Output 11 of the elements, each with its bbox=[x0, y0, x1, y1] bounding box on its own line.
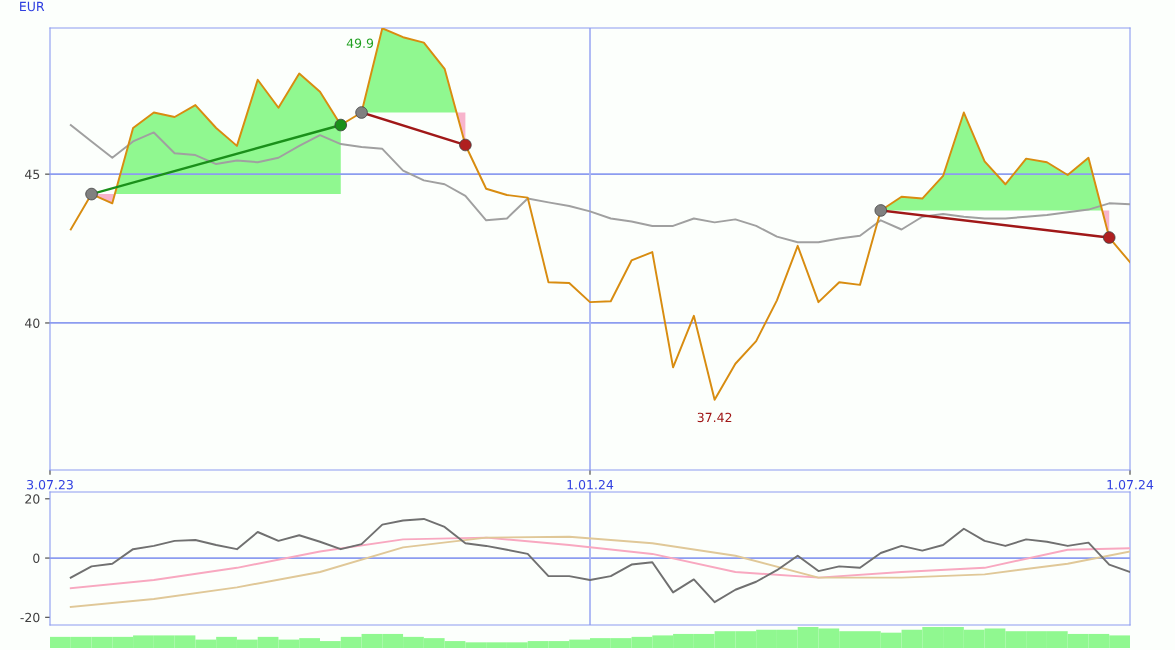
y-tick-label: 20 bbox=[25, 494, 40, 504]
annotation: 49.9 bbox=[346, 38, 374, 48]
x-tick-label: 1.07.24 bbox=[1107, 479, 1154, 490]
y-axis-title: EUR bbox=[20, 1, 45, 12]
y-tick-label: 40 bbox=[24, 318, 40, 328]
y-tick-label: 45 bbox=[24, 169, 40, 180]
x-tick-label: 1.01.24 bbox=[567, 479, 614, 490]
x-tick-label: 3.07.23 bbox=[27, 479, 73, 490]
annotation: 37.42 bbox=[697, 412, 732, 423]
y-tick-label: 0 bbox=[33, 553, 40, 563]
y-tick-label: -20 bbox=[20, 612, 40, 623]
